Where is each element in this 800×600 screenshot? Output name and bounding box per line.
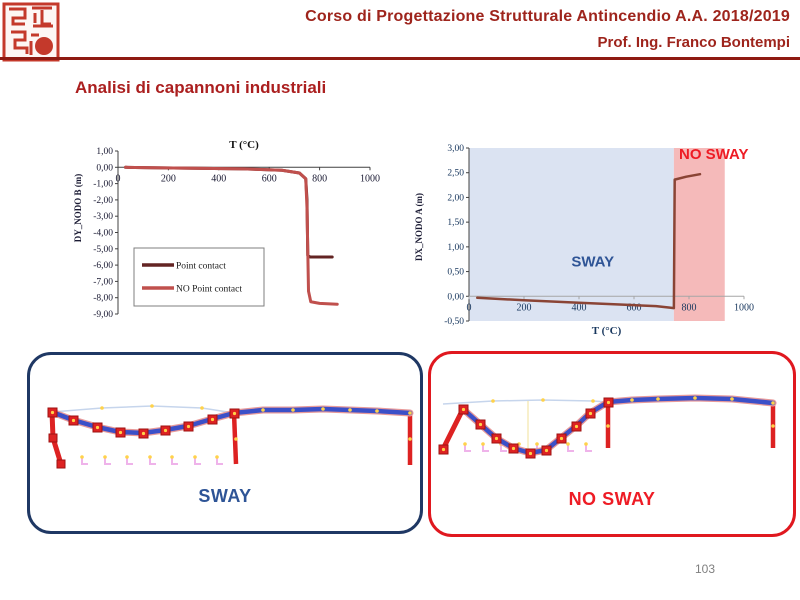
svg-text:DX_NODO A (m): DX_NODO A (m) (414, 193, 424, 261)
node-markers (438, 396, 775, 459)
no-sway-frame-drawing (438, 394, 777, 459)
dy_nodo_b-svg: 1,00 0,00 -1,00 -2,00 -3,00 -4,00 -5,00 -6,00 -7… (73, 139, 380, 320)
svg-text:-5,00: -5,00 (93, 245, 113, 255)
chart-dy-nodo-b: 1,00 0,00 -1,00 -2,00 -3,00 -4,00 -5,00 -6,00 -7… (72, 136, 398, 326)
svg-text:400: 400 (572, 302, 587, 313)
svg-text:200: 200 (517, 302, 532, 313)
svg-text:-0,50: -0,50 (444, 317, 464, 327)
svg-text:200: 200 (161, 173, 176, 184)
svg-text:NO Point contact: NO Point contact (176, 285, 242, 295)
svg-text:-4,00: -4,00 (93, 229, 113, 239)
node-markers (47, 407, 412, 469)
dx_nodo_a-svg: 3,00 2,50 2,00 1,50 1,00 0,50 0,00 -0,500 200 400… (414, 144, 754, 337)
svg-text:0,00: 0,00 (447, 292, 464, 302)
svg-text:0: 0 (116, 173, 121, 184)
svg-text:T (°C): T (°C) (592, 325, 622, 337)
svg-text:Point contact: Point contact (176, 262, 226, 272)
svg-text:T (°C): T (°C) (229, 139, 259, 151)
support-marks (81, 457, 223, 465)
svg-text:SWAY: SWAY (571, 254, 614, 271)
svg-text:0: 0 (467, 302, 472, 313)
sway-label: SWAY (198, 486, 252, 506)
svg-text:2,00: 2,00 (447, 193, 464, 203)
page-number: 103 (695, 562, 716, 576)
svg-text:-3,00: -3,00 (93, 212, 113, 222)
svg-text:400: 400 (211, 173, 226, 184)
header-rule (0, 57, 800, 60)
svg-text:-8,00: -8,00 (93, 294, 113, 304)
svg-text:1000: 1000 (360, 173, 380, 184)
svg-text:1,00: 1,00 (447, 243, 464, 253)
no-sway-label: NO SWAY (568, 489, 656, 509)
seal-stamp-icon (2, 2, 60, 62)
diagram-no-sway: NO SWAY (428, 351, 796, 537)
svg-text:NO SWAY: NO SWAY (679, 146, 748, 163)
professor-name: Prof. Ing. Franco Bontempi (597, 34, 790, 51)
svg-text:-7,00: -7,00 (93, 277, 113, 287)
svg-text:800: 800 (312, 173, 327, 184)
page-title: Analisi di capannoni industriali (75, 78, 327, 97)
svg-text:-6,00: -6,00 (93, 261, 113, 271)
svg-text:600: 600 (627, 302, 642, 313)
svg-text:-9,00: -9,00 (93, 310, 113, 320)
svg-text:600: 600 (262, 173, 277, 184)
svg-text:3,00: 3,00 (447, 144, 464, 154)
svg-text:0,00: 0,00 (96, 163, 113, 173)
svg-text:-1,00: -1,00 (93, 180, 113, 190)
svg-text:1,50: 1,50 (447, 218, 464, 228)
svg-text:0,50: 0,50 (447, 268, 464, 278)
sway-frame-drawing (47, 404, 414, 469)
svg-text:800: 800 (682, 302, 697, 313)
course-title: Corso di Progettazione Strutturale Antin… (305, 8, 790, 25)
svg-text:1000: 1000 (734, 302, 754, 313)
svg-text:2,50: 2,50 (447, 169, 464, 179)
chart-dx-nodo-a: 3,00 2,50 2,00 1,50 1,00 0,50 0,00 -0,50 0 200 400… (413, 135, 781, 337)
svg-text:DY_NODO B (m): DY_NODO B (m) (73, 174, 83, 243)
diagram-sway: SWAY (27, 352, 423, 534)
svg-text:1,00: 1,00 (96, 147, 113, 157)
svg-text:-2,00: -2,00 (93, 196, 113, 206)
